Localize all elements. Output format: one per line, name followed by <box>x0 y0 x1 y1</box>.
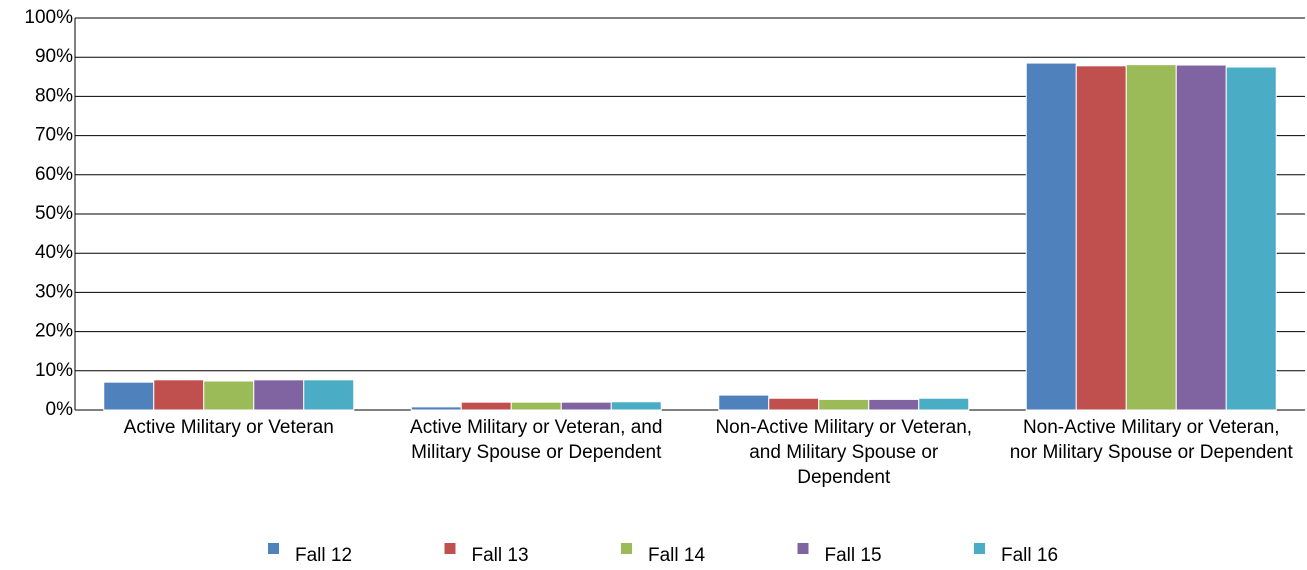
legend-swatch <box>268 543 279 554</box>
x-tick-line: Non-Active Military or Veteran, <box>715 417 972 438</box>
legend-label: Fall 12 <box>295 545 352 566</box>
bar <box>410 406 462 411</box>
legend-label: Fall 15 <box>825 545 882 566</box>
y-tick-label: 100% <box>24 7 73 28</box>
y-tick-label: 40% <box>35 242 73 263</box>
bar <box>103 381 155 411</box>
x-tick-line: Active Military or Veteran, and <box>410 417 662 438</box>
x-tick-line: and Military Spouse or <box>749 442 939 463</box>
bar <box>1175 64 1227 411</box>
bar <box>918 397 970 411</box>
bar <box>560 401 612 411</box>
x-tick-line: Military Spouse or Dependent <box>411 442 662 463</box>
y-tick-label: 50% <box>35 203 73 224</box>
legend-swatch <box>444 543 456 554</box>
legend-label: Fall 14 <box>648 545 705 566</box>
bar <box>460 401 512 411</box>
y-tick-label: 60% <box>35 164 73 185</box>
y-tick-label: 0% <box>46 399 74 420</box>
y-tick-label: 10% <box>35 360 73 381</box>
bar <box>203 380 255 411</box>
x-tick-label: Active Military or Veteran <box>124 417 334 438</box>
y-tick-label: 70% <box>35 125 73 146</box>
bar <box>303 379 355 411</box>
legend-label: Fall 16 <box>1001 545 1058 566</box>
bar <box>153 379 205 411</box>
x-tick-line: Non-Active Military or Veteran, <box>1023 417 1280 438</box>
x-tick-line: Dependent <box>797 467 891 488</box>
bar <box>1025 62 1077 411</box>
bar <box>1075 65 1127 411</box>
bar <box>510 401 562 411</box>
bar <box>253 379 305 411</box>
x-tick-line: Active Military or Veteran <box>124 417 334 438</box>
bar <box>768 397 820 411</box>
bar <box>1125 64 1177 411</box>
y-tick-label: 30% <box>35 281 73 302</box>
legend-swatch <box>797 543 809 554</box>
bar <box>818 398 870 411</box>
x-tick-label: Non-Active Military or Veteran, nor Milit… <box>1010 417 1294 463</box>
x-tick-label: Non-Active Military or Veteran, and Milit… <box>715 417 972 488</box>
y-tick-label: 80% <box>35 85 73 106</box>
y-tick-label: 90% <box>35 46 73 67</box>
bar <box>868 398 920 411</box>
x-tick-label: Active Military or Veteran, and Military … <box>410 417 662 463</box>
y-tick-label: 20% <box>35 321 73 342</box>
legend-label: Fall 13 <box>472 545 529 566</box>
bar <box>718 394 770 411</box>
bar <box>1225 66 1277 411</box>
legend-swatch <box>974 543 985 554</box>
bar <box>610 401 662 411</box>
legend-swatch <box>621 543 632 554</box>
x-tick-line: nor Military Spouse or Dependent <box>1010 442 1294 463</box>
